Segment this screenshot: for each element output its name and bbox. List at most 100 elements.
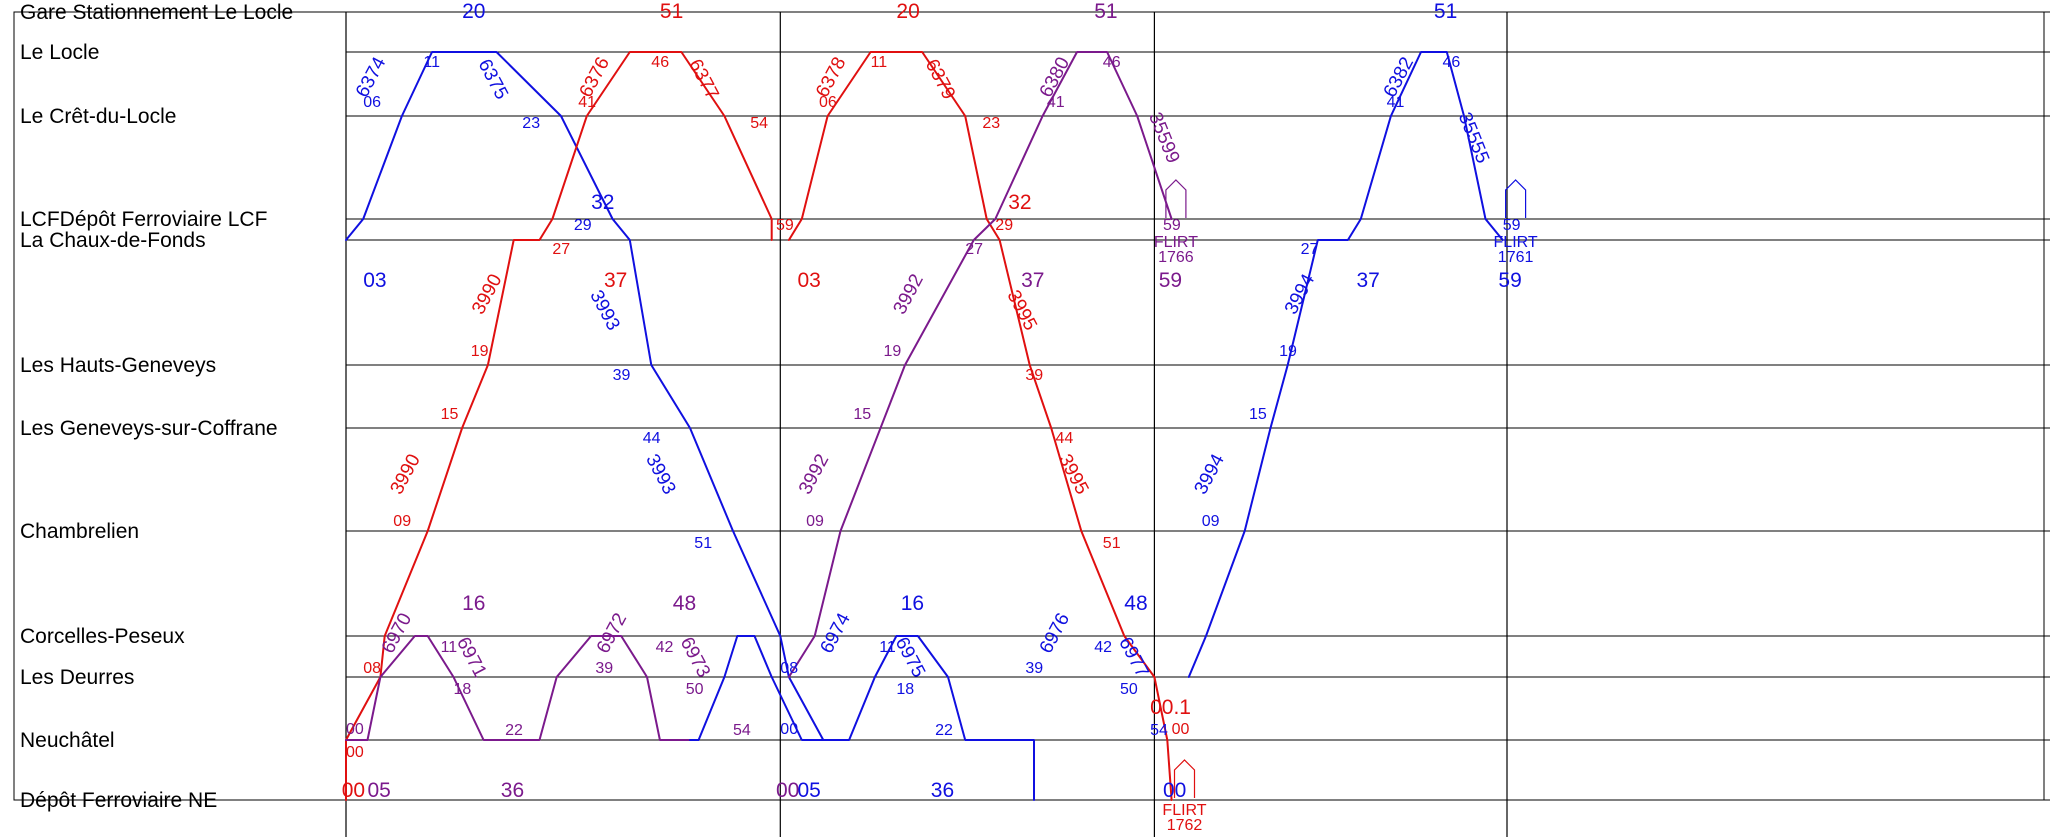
arrival-label: 48 [1124,592,1147,615]
depot-label: FLIRT [1494,234,1538,251]
train-path [345,51,631,241]
depot-arrow-icon [1173,759,1196,798]
time-label: 29 [995,217,1013,234]
time-label: 59 [1503,217,1521,234]
diagram-frame [13,11,2045,801]
train-path [787,51,1173,801]
train-path [1187,51,1504,678]
station-labels: Gare Stationnement Le Locle Le Locle Le Cr… [20,1,293,812]
time-label: 27 [965,241,983,258]
depot-label: FLIRT [1154,234,1198,251]
time-label: 19 [884,343,902,360]
time-label: 15 [853,406,871,423]
arrival-label: 37 [1021,269,1044,292]
time-label: 23 [522,115,540,132]
grid-layer [13,11,2050,837]
depot-arrow-icon [1165,179,1187,218]
time-label: 51 [1103,535,1121,552]
train-number: 6970 [378,610,416,657]
time-label: 59 [1163,217,1181,234]
time-label: 29 [574,217,592,234]
train-number: 6380 [1036,54,1074,101]
train-number: 3995 [1002,287,1040,334]
time-label: 15 [1249,406,1267,423]
time-label: 59 [776,217,794,234]
train-number: 3990 [386,451,424,498]
time-label: 11 [879,639,896,656]
time-label: 46 [1443,54,1461,71]
station-label: Neuchâtel [20,729,115,752]
time-label: 11 [423,54,440,71]
train-number: 6378 [812,54,850,101]
arrival-label: 20 [896,0,919,23]
arrival-label: 36 [931,779,954,802]
train-number: 6974 [816,609,855,657]
station-label: Les Hauts-Geneveys [20,354,216,377]
arrival-label: 37 [604,269,627,292]
train-path [345,51,773,801]
train-number: 6976 [1036,610,1074,657]
train-number: 6977 [1114,634,1152,681]
train-number: 3990 [468,271,506,318]
time-label: 00 [780,721,798,738]
station-label: Le Crêt-du-Locle [20,105,176,128]
arrival-label: 16 [901,592,924,615]
arrival-label: 05 [798,779,821,802]
time-label: 19 [1279,343,1297,360]
time-label: 18 [454,681,472,698]
depot-label: FLIRT [1162,802,1206,819]
train-number: 6379 [921,56,959,103]
time-label: 19 [471,343,489,360]
station-label: Les Geneveys-sur-Coffrane [20,417,278,440]
time-label: 44 [1056,430,1074,447]
station-label: La Chaux-de-Fonds [20,229,206,252]
arrival-label: 59 [1159,269,1182,292]
time-label: 27 [552,241,570,258]
time-label: 00 [1172,721,1190,738]
train-number: 3992 [890,271,928,318]
time-label: 41 [578,94,596,111]
arrival-label: 00 [342,779,365,802]
time-label: 46 [1103,54,1121,71]
time-label: 42 [1094,639,1112,656]
arrival-label: 00.1 [1150,696,1191,719]
arrival-label: 32 [1008,191,1031,214]
train-number: 35599 [1144,110,1183,167]
depot-number: 1761 [1498,249,1534,266]
time-labels: 20 51 20 51 51 11 46 11 46 46 06 41 06 41 41 23 54 23 32 32… [342,0,1522,802]
time-label: 41 [1387,94,1405,111]
train-number: 6377 [684,56,722,103]
arrival-label: 51 [660,0,683,23]
time-label: 46 [651,54,669,71]
arrival-label: 16 [462,592,485,615]
time-label: 00 [346,744,364,761]
arrival-label: 00 [776,779,799,802]
train-number-labels: 6374 6375 6376 6377 6378 6379 6380355996382355… [352,53,1493,681]
train-path [345,635,691,741]
time-label: 06 [819,94,837,111]
time-label: 39 [1025,660,1043,677]
arrival-label: 05 [368,779,391,802]
station-label: Le Locle [20,41,99,64]
time-label: 23 [982,115,1000,132]
train-number: 3993 [641,451,679,498]
train-path [689,635,1035,801]
time-label: 54 [1150,722,1168,739]
time-label: 09 [1202,513,1220,530]
time-label: 39 [613,367,631,384]
arrival-label: 36 [501,779,524,802]
arrival-label: 20 [462,0,485,23]
depot-number: 1762 [1167,817,1203,834]
train-number: 35555 [1454,110,1493,167]
station-label: Chambrelien [20,520,139,543]
train-number: 3995 [1054,451,1092,498]
arrival-label: 51 [1094,0,1117,23]
time-label: 39 [595,660,613,677]
train-number: 6975 [891,634,929,681]
station-label: Gare Stationnement Le Locle [20,1,293,24]
station-label: Dépôt Ferroviaire NE [20,789,217,812]
time-label: 08 [363,660,381,677]
time-label: 09 [393,513,411,530]
